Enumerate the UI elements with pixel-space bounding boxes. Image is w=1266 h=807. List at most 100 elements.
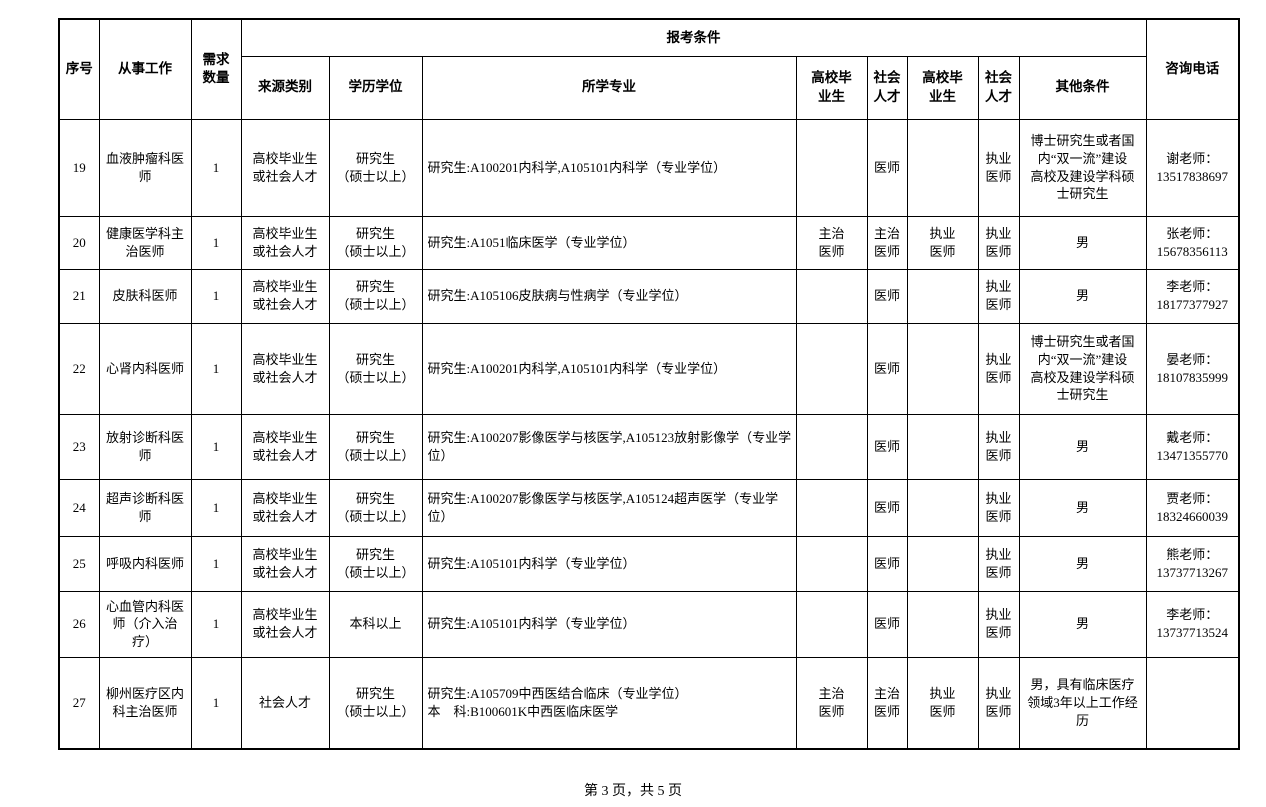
cell-job: 心肾内科医师 [98,322,192,415]
header-social-2: 社会 人才 [977,55,1020,120]
header-graduate-2: 高校毕 业生 [906,55,979,120]
cell-no: 23 [58,413,100,480]
cell-phone: 李老师： 18177377927 [1145,268,1240,324]
cell-degree: 研究生 （硕士以上） [328,268,423,324]
cell-social2: 执业 医师 [977,322,1020,415]
cell-grad2 [906,268,979,324]
cell-job: 放射诊断科医 师 [98,413,192,480]
cell-major: 研究生:A100207影像医学与核医学,A105124超声医学（专业学位） [421,478,797,537]
cell-phone: 李老师： 13737713524 [1145,590,1240,658]
cell-grad1 [795,413,868,480]
cell-grad2 [906,322,979,415]
cell-source: 高校毕业生 或社会人才 [240,478,330,537]
cell-grad2 [906,413,979,480]
cell-degree: 研究生 （硕士以上） [328,215,423,270]
cell-degree: 研究生 （硕士以上） [328,322,423,415]
document-page: 序号 从事工作 需求 数量 报考条件 咨询电话 来源类别 学历学位 所学专业 高… [58,18,1240,750]
cell-other: 男 [1018,478,1147,537]
table-row: 23 放射诊断科医 师 1 高校毕业生 或社会人才 研究生 （硕士以上） 研究生:A100… [58,413,1240,480]
cell-phone [1145,656,1240,750]
cell-grad1: 主治 医师 [795,215,868,270]
cell-major: 研究生:A105101内科学（专业学位） [421,535,797,592]
header-phone: 咨询电话 [1145,18,1240,120]
cell-social2: 执业 医师 [977,590,1020,658]
cell-source: 高校毕业生 或社会人才 [240,118,330,217]
cell-major: 研究生:A1051临床医学（专业学位） [421,215,797,270]
cell-no: 25 [58,535,100,592]
cell-count: 1 [190,322,242,415]
cell-social1: 医师 [866,590,908,658]
cell-grad2 [906,478,979,537]
header-serial: 序号 [58,18,100,120]
header-social-1: 社会 人才 [866,55,908,120]
cell-job: 皮肤科医师 [98,268,192,324]
cell-social1: 医师 [866,535,908,592]
cell-other: 男，具有临床医疗 领域3年以上工作经 历 [1018,656,1147,750]
table-row: 25 呼吸内科医师 1 高校毕业生 或社会人才 研究生 （硕士以上） 研究生:A10510… [58,535,1240,592]
cell-major: 研究生:A105101内科学（专业学位） [421,590,797,658]
cell-count: 1 [190,215,242,270]
cell-other: 男 [1018,268,1147,324]
cell-job: 心血管内科医 师（介入治 疗） [98,590,192,658]
cell-social2: 执业 医师 [977,413,1020,480]
cell-major: 研究生:A105709中西医结合临床（专业学位） 本 科:B100601K中西医… [421,656,797,750]
cell-count: 1 [190,268,242,324]
table-row: 27 柳州医疗区内 科主治医师 1 社会人才 研究生 （硕士以上） 研究生:A105709… [58,656,1240,750]
cell-social2: 执业 医师 [977,118,1020,217]
cell-count: 1 [190,590,242,658]
cell-phone: 贾老师： 18324660039 [1145,478,1240,537]
header-degree: 学历学位 [328,55,423,120]
cell-major: 研究生:A100201内科学,A105101内科学（专业学位） [421,118,797,217]
cell-no: 27 [58,656,100,750]
cell-count: 1 [190,478,242,537]
cell-source: 社会人才 [240,656,330,750]
table-row: 19 血液肿瘤科医 师 1 高校毕业生 或社会人才 研究生 （硕士以上） 研究生:A100… [58,118,1240,217]
header-job: 从事工作 [98,18,192,120]
cell-phone: 戴老师： 13471355770 [1145,413,1240,480]
header-row-2: 来源类别 学历学位 所学专业 高校毕 业生 社会 人才 高校毕 业生 社会 人才… [59,55,1239,120]
table-row: 24 超声诊断科医 师 1 高校毕业生 或社会人才 研究生 （硕士以上） 研究生:A100… [58,478,1240,537]
cell-count: 1 [190,413,242,480]
cell-job: 超声诊断科医 师 [98,478,192,537]
cell-social1: 医师 [866,413,908,480]
cell-grad1 [795,590,868,658]
header-row-1: 序号 从事工作 需求 数量 报考条件 咨询电话 [58,18,1240,120]
table-header: 序号 从事工作 需求 数量 报考条件 咨询电话 来源类别 学历学位 所学专业 高… [58,18,1240,120]
cell-social1: 主治 医师 [866,215,908,270]
cell-social2: 执业 医师 [977,656,1020,750]
page-number: 第 3 页，共 5 页 [584,784,682,799]
cell-no: 26 [58,590,100,658]
cell-social1: 医师 [866,322,908,415]
cell-other: 博士研究生或者国 内“双一流”建设 高校及建设学科硕 士研究生 [1018,322,1147,415]
header-conditions: 报考条件 [240,18,1147,57]
cell-phone: 张老师： 15678356113 [1145,215,1240,270]
cell-degree: 研究生 （硕士以上） [328,656,423,750]
cell-source: 高校毕业生 或社会人才 [240,590,330,658]
cell-no: 19 [58,118,100,217]
table-row: 21 皮肤科医师 1 高校毕业生 或社会人才 研究生 （硕士以上） 研究生:A105106… [58,268,1240,324]
cell-grad1: 主治 医师 [795,656,868,750]
cell-grad2: 执业 医师 [906,656,979,750]
cell-grad2 [906,535,979,592]
cell-job: 血液肿瘤科医 师 [98,118,192,217]
header-major: 所学专业 [421,55,797,120]
cell-grad1 [795,478,868,537]
cell-source: 高校毕业生 或社会人才 [240,413,330,480]
cell-grad2 [906,590,979,658]
cell-other: 男 [1018,535,1147,592]
cell-no: 20 [58,215,100,270]
cell-other: 男 [1018,413,1147,480]
cell-grad2 [906,118,979,217]
cell-social1: 医师 [866,478,908,537]
cell-count: 1 [190,535,242,592]
table-row: 22 心肾内科医师 1 高校毕业生 或社会人才 研究生 （硕士以上） 研究生:A10020… [58,322,1240,415]
header-source: 来源类别 [240,55,330,120]
cell-no: 21 [58,268,100,324]
header-other: 其他条件 [1018,55,1147,120]
table-row: 26 心血管内科医 师（介入治 疗） 1 高校毕业生 或社会人才 本科以上 研究生:A10… [58,590,1240,658]
cell-job: 柳州医疗区内 科主治医师 [98,656,192,750]
cell-job: 呼吸内科医师 [98,535,192,592]
cell-degree: 研究生 （硕士以上） [328,478,423,537]
cell-phone: 熊老师： 13737713267 [1145,535,1240,592]
cell-no: 22 [58,322,100,415]
